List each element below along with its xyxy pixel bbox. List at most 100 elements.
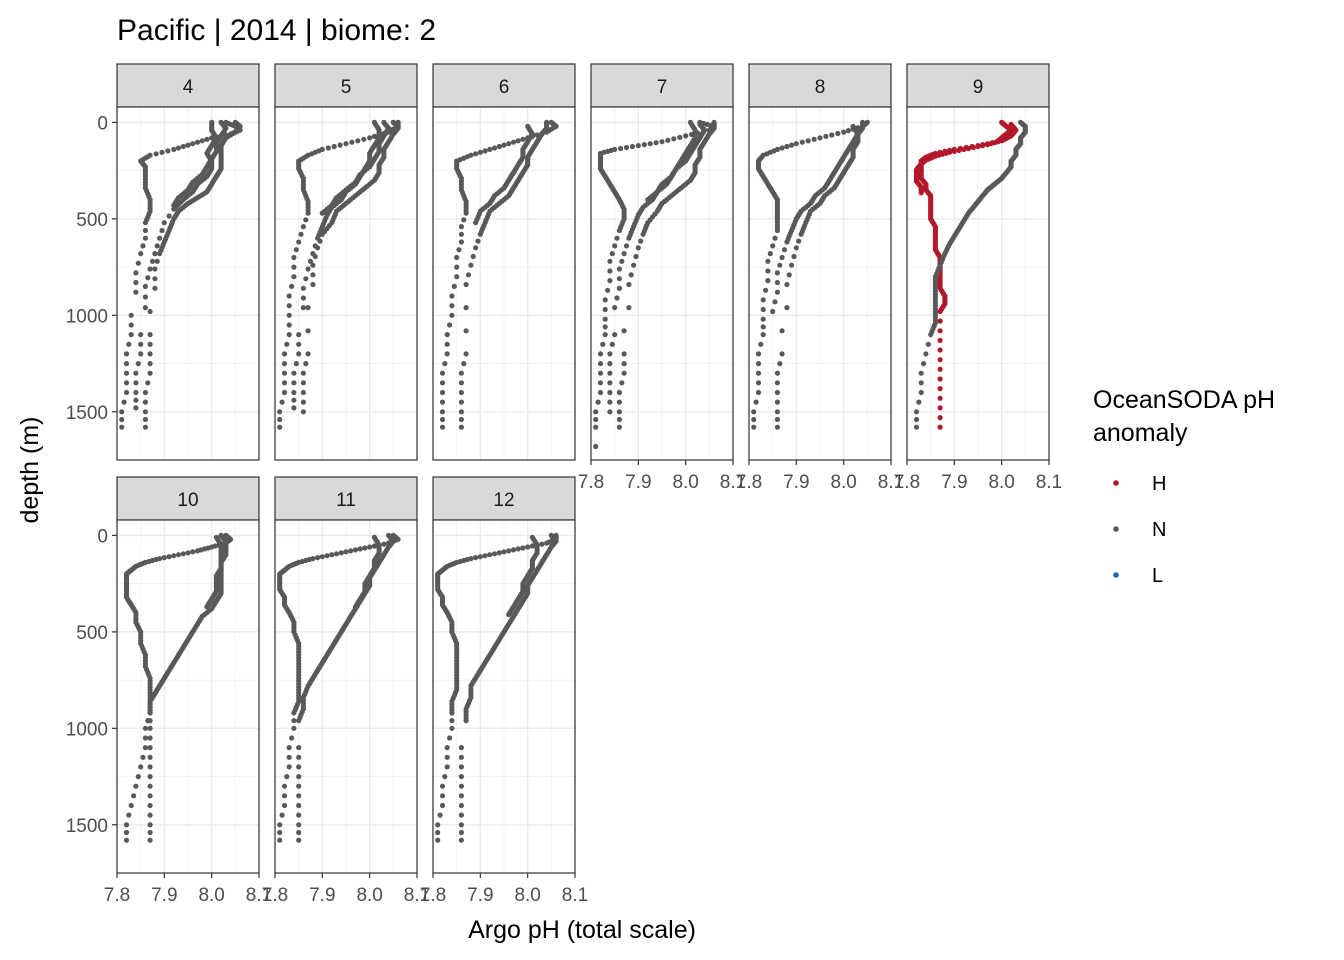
data-point [647,141,653,147]
data-point [444,351,450,357]
data-point [520,545,526,551]
x-tick-label: 8.1 [404,885,430,906]
data-point [784,239,790,245]
data-point [133,270,139,276]
data-point [923,351,929,357]
data-point [659,139,665,145]
data-point [291,397,297,403]
data-point [303,361,309,367]
data-point [165,148,171,154]
data-point [623,144,630,151]
data-point [444,764,450,770]
data-point [777,361,783,367]
data-points [751,119,870,430]
data-point [677,134,683,140]
data-point [798,231,804,237]
facet-panels: 4 0 500 1000 1500 5 6 7 7.8 7.9 8.0 8.1 8 7.8 7.9 8.0 8.… [66,63,1062,906]
data-point [454,264,460,270]
data-point [784,143,790,150]
data-point [638,238,644,244]
data-point [286,754,292,760]
data-point [175,552,182,558]
data-point [463,281,469,288]
panel-border [432,519,576,874]
legend-label-N: N [1152,519,1166,541]
data-point [119,424,125,430]
data-point [458,745,464,751]
data-point [845,128,852,134]
data-point [337,142,343,148]
y-tick-label: 0 [97,526,108,547]
data-point [817,135,823,141]
data-point [128,802,134,809]
data-point [626,305,632,311]
data-point [774,424,781,430]
facet-strip-label: 12 [493,490,514,511]
data-point [333,551,340,557]
data-point [121,399,127,405]
data-point [147,802,153,809]
data-point [296,332,302,338]
data-point [605,287,611,293]
data-point [763,287,769,293]
data-point [683,133,689,139]
data-point [473,245,479,251]
data-point [607,361,613,367]
data-point [449,312,455,318]
data-point [597,380,604,386]
legend-title-line-1: OceanSODA pH [1093,386,1275,414]
data-point [458,764,464,770]
data-point [793,141,799,147]
data-point [154,243,160,249]
data-point [281,783,288,789]
data-point [612,332,618,338]
data-point [142,389,148,396]
data-point [755,370,762,376]
data-point [305,266,311,272]
data-point [145,380,151,386]
data-point [281,380,288,386]
legend-label-H: H [1152,473,1166,495]
data-point [286,322,292,328]
data-point [171,553,177,559]
data-point [626,281,632,288]
data-point [324,553,330,559]
data-point [779,145,785,151]
data-point [171,202,177,208]
data-point [128,332,134,338]
data-point [185,142,191,148]
y-tick-label: 1500 [66,816,108,837]
legend-title-line-2: anomaly [1093,419,1188,447]
data-points [123,532,234,843]
x-tick-label: 7.9 [625,472,651,493]
data-point [956,147,962,153]
data-point [171,146,177,152]
data-point [463,718,469,724]
data-point [937,337,943,343]
data-point [629,143,636,150]
data-point [628,272,634,278]
data-point [635,245,641,251]
data-point [482,148,488,154]
data-point [133,389,139,396]
data-point [300,305,306,311]
data-point [135,260,141,266]
data-point [961,146,967,152]
data-point [307,258,314,264]
data-point [343,141,349,147]
data-point [281,351,288,357]
data-point [361,136,367,142]
data-point [612,305,618,311]
data-point [159,149,165,155]
data-point [774,289,781,295]
data-point [133,783,139,789]
data-point [439,399,446,405]
data-point [131,793,137,799]
data-point [303,276,309,282]
data-point [142,424,148,430]
data-point [937,424,943,430]
data-point [463,351,469,357]
chart-title: Pacific | 2014 | biome: 2 [117,14,436,47]
x-axis-title: Argo pH (total scale) [468,916,696,944]
data-point [286,303,292,309]
